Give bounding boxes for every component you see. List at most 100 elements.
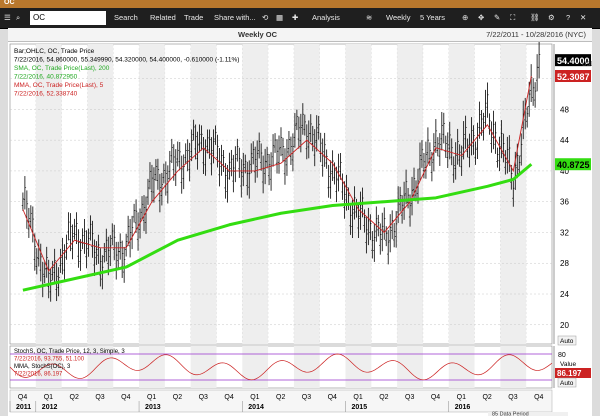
main-legend-line: 7/22/2016, 52.338740 [14,91,78,98]
fullscreen-icon[interactable]: ⛶ [510,13,516,22]
x-quarter-label: Q4 [431,394,440,401]
y-tick-label: 40 [560,167,569,176]
window-title: OC [4,0,15,6]
y-tick-label: 36 [560,198,569,207]
quarter-band [293,44,320,344]
auto-button-main-bg [557,335,577,346]
x-year-label: 2015 [352,404,368,411]
x-quarter-label: Q4 [328,394,337,401]
close-icon[interactable]: ✕ [580,13,587,22]
x-year-label: 2011 [16,404,31,411]
quarter-band [397,44,423,344]
menu-icon[interactable]: ☰ [4,13,11,22]
refresh-icon[interactable]: ⟲ [262,13,269,22]
usd-label: USD [582,62,592,68]
auto-button-main: Auto [560,338,574,345]
ticker-input[interactable]: OC [30,11,106,25]
x-quarter-label: Q1 [250,394,259,401]
x-quarter-label: Q2 [482,394,491,401]
stoch-legend-line: 7/22/2016, 93.755, 51.100 [14,357,85,363]
x-quarter-label: Q1 [44,394,53,401]
x-quarter-label: Q3 [95,394,104,401]
quarter-band [87,346,114,388]
stoch-value-label: Value [560,361,577,368]
y-tick-label: 32 [560,228,569,237]
y-tick-label: 24 [560,290,569,299]
share-menu[interactable]: Share with... [214,13,256,22]
layout-icon[interactable]: ▦ [276,13,284,22]
x-year-label: 2016 [455,404,471,411]
trade-menu[interactable]: Trade [184,13,204,22]
interval-menu[interactable]: Weekly [386,13,411,22]
stoch-value-tag: 86.197 [557,369,582,378]
auto-button-stoch: Auto [560,380,574,387]
range-menu[interactable]: 5 Years [420,13,446,22]
main-legend-line: 7/22/2016, 40.872950 [14,74,78,81]
mma-line [22,75,532,272]
x-quarter-label: Q2 [173,394,182,401]
quarter-band [500,346,527,388]
quarter-band [190,44,217,344]
data-period-label: 85 Data Period [492,412,529,416]
search-icon[interactable]: ⌕ [16,13,21,22]
zoom-icon[interactable]: ⊕ [462,13,469,22]
quarter-band [242,346,269,388]
quarter-band [35,44,62,344]
main-legend-line: SMA, OC, Trade Price(Last), 200 [14,65,110,72]
y-tick-label: 48 [560,105,569,114]
main-legend-line: MMA, OC, Trade Price(Last), 5 [14,82,104,89]
pan-icon[interactable]: ✥ [478,13,485,22]
quarter-band [139,346,165,388]
main-legend-line: Bar;OHLC, OC, Trade Price [14,48,95,55]
link-icon[interactable]: ⛓ [530,13,540,22]
x-quarter-label: Q1 [353,394,362,401]
chart-header: Weekly OC 7/22/2011 - 10/28/2016 (NYC) [8,28,592,42]
x-quarter-label: Q4 [224,394,233,401]
help-icon[interactable]: ? [566,13,571,22]
stoch-legend-line: MMA, StochS(OC), 3 [14,364,71,370]
analysis-menu[interactable]: Analysis [312,13,340,22]
stoch-legend-line: StochS, OC, Trade Price, 12, 3, Simple, … [14,349,125,355]
x-quarter-label: Q3 [508,394,517,401]
price-tag-mma: 52.3087 [557,72,590,82]
x-quarter-label: Q2 [379,394,388,401]
chart-title: Weekly OC [238,30,278,39]
stoch-line [9,353,553,381]
y-tick-label: 44 [560,136,569,145]
footer-bg [488,412,568,416]
x-quarter-label: Q1 [147,394,156,401]
toolbar: ☰ ⌕ OC Search Related Trade Share with..… [0,8,600,29]
price-tag-sma: 40.8725 [557,160,590,170]
x-quarter-label: Q2 [276,394,285,401]
y-tick-label: 28 [560,259,569,268]
related-menu[interactable]: Related [150,13,176,22]
draw-icon[interactable]: ✎ [494,13,501,22]
main-legend-line: 7/22/2016, 54.860000, 55.349990, 54.3200… [14,57,239,64]
price-tag-last-bg [555,54,591,67]
x-quarter-label: Q3 [302,394,311,401]
x-quarter-label: Q4 [121,394,130,401]
auto-button-stoch-bg [557,377,577,388]
x-quarter-label: Q4 [534,394,543,401]
stoch-value-tag-bg [555,368,591,378]
search-button[interactable]: Search [114,13,138,22]
quarter-band [87,44,114,344]
settings-icon[interactable]: ⚙ [548,13,555,22]
cursor-icon[interactable]: ✚ [292,13,299,22]
x-quarter-label: Q2 [70,394,79,401]
x-quarter-label: Q4 [18,394,27,401]
quarter-band [293,346,320,388]
x-year-label: 2014 [248,404,264,411]
chart-window: Weekly OC 7/22/2011 - 10/28/2016 (NYC) 2… [8,28,592,416]
quarter-band [242,44,269,344]
stoch-legend-line: 7/22/2016, 86.197 [14,372,63,378]
price-tag-last: 54.4000 [557,56,590,66]
wave-icon[interactable]: ≋ [366,13,373,22]
price-tag-mma-bg [555,70,591,82]
date-range: 7/22/2011 - 10/28/2016 (NYC) [486,30,586,39]
quarter-band [397,346,423,388]
x-quarter-label: Q3 [199,394,208,401]
y-tick-label: 20 [560,321,569,330]
price-chart[interactable]: 20242832364044485254.400052.308740.8725U… [8,28,592,416]
